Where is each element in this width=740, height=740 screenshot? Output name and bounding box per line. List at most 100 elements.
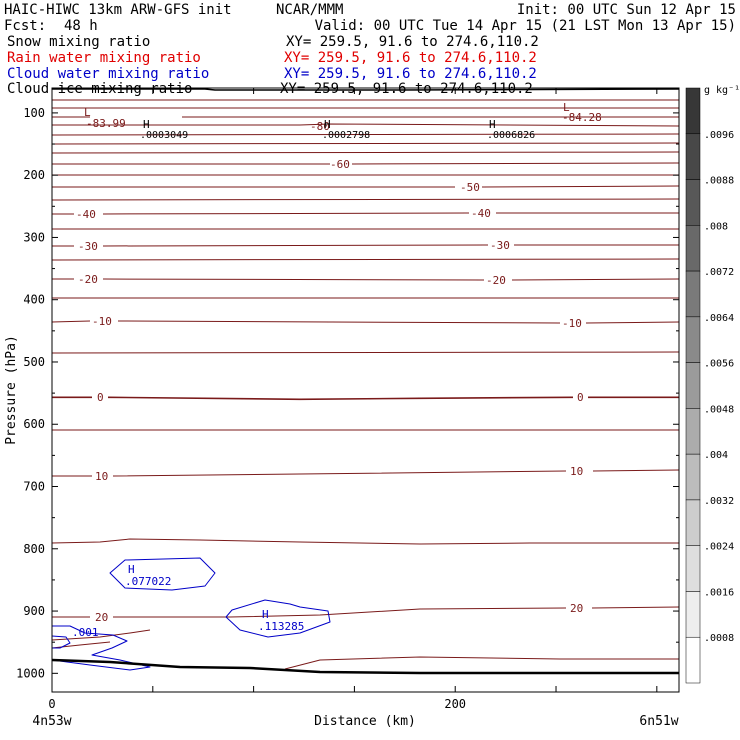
isotherm-line: [52, 162, 680, 165]
isotherm-label: -20: [78, 273, 98, 286]
endpoint-right-label: 6n51w: [639, 714, 678, 729]
isotherm-line: [52, 185, 680, 188]
isotherm-label: -10: [92, 315, 112, 328]
top-isotherm-line: [52, 88, 680, 91]
y-tick-label: 900: [23, 604, 45, 618]
endpoint-left-label: 4n53w: [32, 714, 71, 729]
colorbar-tick-label: .0096: [704, 130, 734, 141]
colorbar-segment: [685, 453, 701, 501]
cloud-water-label: .001: [72, 626, 99, 639]
cloud-water-max-label: .077022: [125, 575, 171, 588]
colorbar-segment: [685, 270, 701, 318]
isotherm-label: -10: [562, 317, 582, 330]
isotherm-label: -40: [76, 208, 96, 221]
isotherm-line: [284, 656, 679, 670]
isotherm-line: [52, 606, 680, 618]
high-marker: H: [128, 563, 135, 576]
x-axis-label: Distance (km): [314, 714, 416, 729]
isotherm-label: -60: [330, 158, 350, 171]
field-name-cloud-water: Cloud water mixing ratio: [7, 66, 210, 82]
y-tick-label: 100: [23, 106, 45, 120]
y-axis-label: Pressure (hPa): [4, 335, 19, 445]
field-name-rain: Rain water mixing ratio: [7, 50, 201, 66]
isotherm-line: [51, 258, 680, 261]
colorbar-tick-label: .0016: [704, 587, 734, 598]
plot-frame: [51, 87, 680, 693]
y-tick-label: 300: [23, 230, 45, 244]
high-marker: H: [143, 118, 150, 131]
field-xy-snow: XY= 259.5, 91.6 to 274.6,110.2: [286, 34, 539, 50]
y-tick-label: 1000: [16, 666, 45, 680]
colorbar-tick-label: .0024: [704, 542, 734, 553]
isotherm-label: -20: [486, 274, 506, 287]
cloud-water-contour: [51, 635, 71, 649]
terrain-line: [51, 658, 679, 675]
isotherm-line: [52, 469, 680, 477]
low-marker: L: [84, 106, 91, 119]
isotherm-label: -30: [490, 239, 510, 252]
high-value-label: .0006826: [487, 130, 535, 141]
isotherm-line: [51, 320, 680, 324]
valid-time: Valid: 00 UTC Tue 14 Apr 15 (21 LST Mon …: [314, 18, 736, 34]
isotherm-line: [51, 142, 680, 145]
cloud-water-contour: [51, 625, 151, 671]
isotherm-line: [51, 351, 680, 354]
low-marker: L: [563, 101, 570, 114]
high-marker: H: [262, 608, 269, 621]
colorbar-segment: [685, 636, 701, 684]
colorbar-segment: [685, 545, 701, 592]
colorbar-tick-label: .004: [704, 450, 728, 461]
colorbar-segment: [685, 225, 701, 272]
init-time: Init: 00 UTC Sun 12 Apr 15: [516, 2, 736, 18]
isotherm-line: [52, 244, 679, 247]
colorbar-segment: [685, 133, 701, 180]
org-label: NCAR/MMM: [276, 2, 344, 18]
isotherm-label: -83.99: [86, 117, 126, 130]
colorbar-tick-label: .008: [704, 221, 728, 232]
x-tick-label: 0: [48, 697, 55, 711]
high-marker: H: [324, 118, 331, 131]
colorbar-segment: [685, 362, 701, 409]
colorbar-tick-label: .0032: [704, 496, 734, 507]
colorbar-segment: [685, 499, 701, 546]
isotherm-label: 10: [95, 470, 108, 483]
colorbar-tick-label: .0088: [704, 176, 734, 187]
cloud-water-max-label: .113285: [258, 620, 304, 633]
high-value-label: .0002798: [322, 130, 370, 141]
isotherm-label: -30: [78, 240, 98, 253]
colorbar-tick-label: .0048: [704, 404, 734, 415]
y-tick-label: 200: [23, 168, 45, 182]
colorbar-segment: [685, 316, 701, 363]
high-marker: H: [489, 118, 496, 131]
isotherm-line: [51, 538, 679, 545]
isotherm-label: -80: [310, 120, 330, 133]
y-tick-label: 700: [23, 480, 45, 494]
fcst-value: 48 h: [64, 18, 98, 34]
isotherm-label: 20: [570, 602, 583, 615]
isotherm-line: [51, 629, 151, 641]
cloud-water-contour: [225, 599, 331, 638]
fcst-label: Fcst:: [4, 18, 47, 34]
field-xy-rain: XY= 259.5, 91.6 to 274.6,110.2: [284, 50, 537, 66]
colorbar-segment: [685, 179, 701, 226]
isotherm-line: [52, 278, 680, 281]
y-tick-label: 400: [23, 293, 45, 307]
isotherm-label: -50: [460, 181, 480, 194]
isotherm-label: 20: [95, 611, 108, 624]
isotherm-line: [52, 396, 679, 400]
cloud-water-contour: [109, 557, 216, 591]
isotherm-line: [51, 151, 680, 154]
isotherm-line: [51, 133, 680, 136]
colorbar-segment: [685, 408, 701, 455]
model-title: HAIC-HIWC 13km ARW-GFS init: [4, 2, 232, 18]
isotherm-label: 10: [570, 465, 583, 478]
colorbar-segment: [685, 591, 701, 638]
field-xy-cloud-water: XY= 259.5, 91.6 to 274.6,110.2: [284, 66, 537, 82]
isotherm-line: [52, 123, 680, 127]
colorbar-segment: [685, 87, 701, 135]
field-name-snow: Snow mixing ratio: [7, 34, 151, 50]
colorbar-unit-label: g kg⁻¹: [704, 85, 740, 96]
y-tick-label: 500: [23, 355, 45, 369]
isotherm-label: -40: [471, 207, 491, 220]
